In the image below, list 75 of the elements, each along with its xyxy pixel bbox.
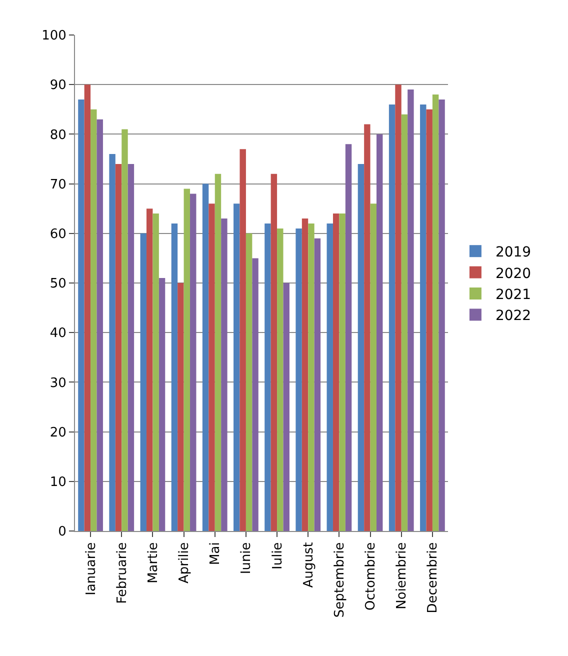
bar: [408, 90, 414, 531]
bar: [184, 188, 190, 531]
bar: [246, 233, 252, 531]
bar: [370, 204, 377, 531]
x-tick-label: Iunie: [239, 542, 254, 574]
x-tick-label: Decembrie: [426, 542, 441, 614]
bar: [252, 258, 258, 531]
x-tick-label: Aprilie: [177, 542, 192, 584]
bar: [283, 283, 290, 531]
x-tick-label: Februarie: [114, 542, 130, 604]
bar: [264, 223, 271, 531]
bar: [426, 109, 432, 531]
bar: [332, 214, 340, 531]
bar: [152, 214, 159, 531]
bar: [376, 134, 383, 531]
x-tick-label: Mai: [208, 542, 224, 565]
bar: [115, 164, 122, 531]
bar: [214, 174, 222, 531]
legend-label: 2022: [495, 308, 532, 324]
bar: [420, 104, 426, 531]
y-tick-label: 100: [42, 28, 66, 44]
bar: [339, 214, 346, 531]
bar: [277, 228, 284, 531]
bar: [96, 119, 103, 531]
bar: [122, 129, 128, 531]
y-tick-label: 40: [50, 326, 66, 342]
x-tick-label: Octombrie: [364, 542, 379, 611]
y-tick-label: 80: [50, 128, 66, 143]
bar: [388, 104, 396, 531]
x-tick-label: Martie: [146, 542, 161, 584]
bar: [78, 99, 84, 531]
bar: [401, 114, 408, 531]
x-tick-label: Iulie: [270, 542, 286, 570]
y-tick-label: 50: [50, 276, 66, 292]
bar: [302, 218, 308, 531]
bar: [358, 164, 364, 531]
bar: [270, 174, 278, 531]
bar: [171, 223, 178, 531]
bar: [158, 278, 166, 531]
bar: [146, 208, 153, 531]
y-tick-label: 0: [58, 524, 66, 540]
bar: [395, 84, 402, 531]
bar: [364, 124, 370, 531]
bar: [308, 223, 314, 531]
bar: [345, 144, 352, 531]
bar: [90, 109, 97, 531]
y-tick-label: 30: [50, 376, 66, 391]
bar: [296, 228, 302, 531]
y-tick-label: 20: [50, 425, 66, 440]
bar: [190, 194, 196, 531]
legend-label: 2021: [495, 286, 532, 303]
bar: [109, 154, 116, 531]
bar: [208, 204, 215, 531]
bar: [221, 218, 228, 531]
x-tick-label: August: [301, 542, 316, 588]
bar: [178, 283, 184, 531]
legend-label: 2019: [495, 244, 532, 261]
x-tick-label: Septembrie: [332, 542, 348, 618]
bar: [140, 233, 146, 531]
bar: [438, 99, 445, 531]
bar: [314, 238, 321, 531]
legend-label: 2020: [495, 266, 532, 282]
bar: [84, 84, 91, 531]
bar: [432, 94, 439, 531]
bar: [240, 149, 246, 531]
bar: [128, 164, 134, 531]
x-tick-label: Noiembrie: [394, 542, 410, 610]
bar: [326, 223, 333, 531]
bar: [202, 184, 209, 531]
y-tick-label: 10: [50, 474, 66, 490]
y-tick-label: 70: [50, 177, 66, 192]
x-tick-label: Ianuarie: [84, 542, 99, 596]
y-tick-label: 60: [50, 226, 66, 242]
bar: [234, 204, 240, 531]
y-tick-label: 90: [50, 78, 66, 94]
